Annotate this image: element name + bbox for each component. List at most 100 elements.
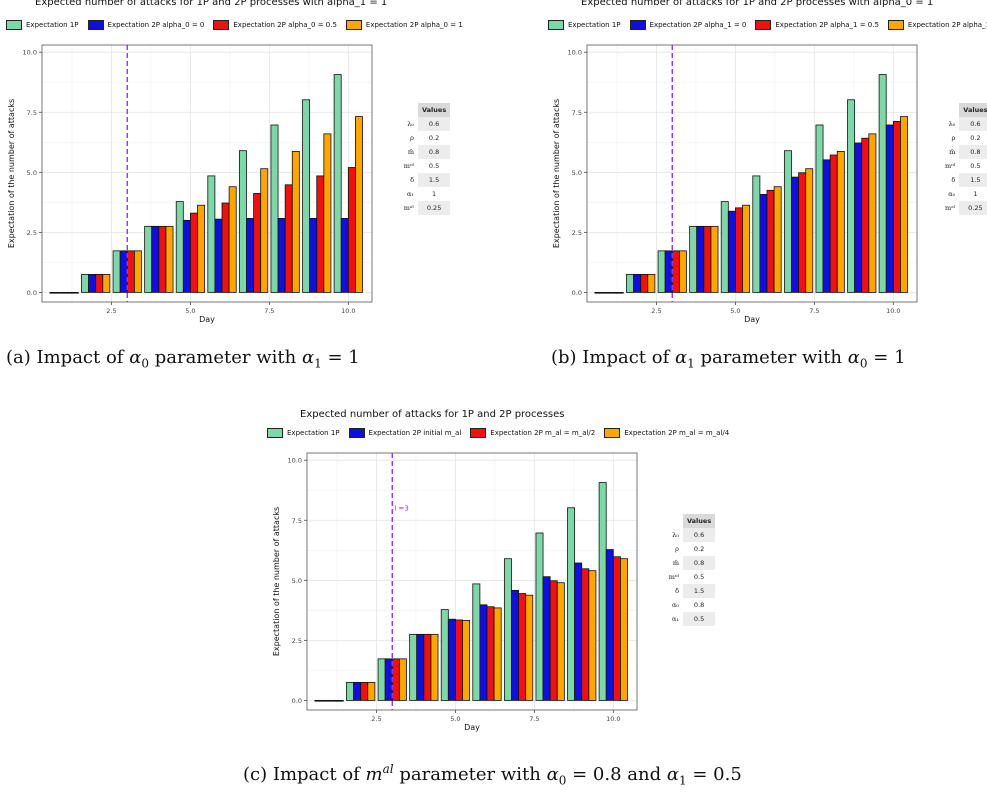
x-tick-label: 5.0	[185, 307, 195, 315]
bar	[868, 133, 877, 293]
bar	[423, 633, 432, 701]
y-tick-label: 2.5	[27, 229, 37, 237]
legend-item: Expectation 2P m_al = m_al/2	[470, 428, 595, 438]
y-axis-label: Expectation of the number of attacks	[552, 99, 561, 248]
bar	[214, 218, 223, 293]
param-symbol: m̄	[949, 148, 956, 156]
param-value: 1.5	[683, 584, 716, 598]
bar	[277, 218, 286, 293]
param-symbol: m̄	[672, 559, 679, 567]
param-value: 0.25	[418, 201, 451, 215]
param-symbol: ρ	[675, 545, 679, 553]
legend-item: Expectation 2P alpha_0 = 0.5	[213, 20, 337, 30]
bar	[892, 120, 901, 293]
bar	[360, 681, 369, 701]
bar	[567, 507, 576, 701]
caption-subscript: 1	[679, 773, 687, 788]
bar	[689, 225, 698, 293]
bar	[615, 291, 624, 294]
y-tick-label: 0.0	[572, 289, 582, 297]
legend-label: Expectation 1P	[26, 21, 79, 29]
param-value: 0.5	[693, 573, 705, 581]
param-value: 0.8	[418, 145, 451, 159]
param-value: 1	[432, 190, 437, 198]
param-symbol: δ	[410, 176, 414, 184]
threshold-label: I =3	[394, 505, 409, 513]
caption-a: (a) Impact of α0 parameter with α1 = 1	[6, 347, 360, 371]
y-tick-label: 5.0	[572, 169, 582, 177]
legend-swatch	[470, 428, 487, 438]
chart-title-c: Expected number of attacks for 1P and 2P…	[300, 409, 565, 420]
x-tick-label: 2.5	[651, 307, 661, 315]
bar	[440, 609, 449, 701]
bar	[727, 210, 736, 293]
param-value: 0.5	[683, 612, 716, 626]
bar	[321, 699, 330, 702]
chart-title-a: Expected number of attacks for 1P and 2P…	[35, 0, 388, 8]
y-tick-label: 7.5	[292, 517, 302, 525]
y-tick-label: 2.5	[292, 637, 302, 645]
y-tick-label: 2.5	[572, 229, 582, 237]
y-tick-label: 0.0	[292, 697, 302, 705]
bar	[246, 218, 254, 293]
x-axis-label: Day	[744, 315, 760, 324]
y-tick-label: 10.0	[23, 49, 37, 57]
legend-label: Expectation 2P alpha_0 = 1	[365, 21, 463, 29]
param-symbol: mᶦᵈ	[668, 573, 679, 581]
bar	[486, 606, 495, 701]
bar	[594, 291, 603, 294]
bar	[63, 291, 72, 294]
caption-text: (c) Impact of	[243, 764, 366, 785]
y-tick-label: 5.0	[292, 577, 302, 585]
caption-text: parameter with	[393, 764, 547, 785]
param-value: 0.2	[970, 134, 981, 142]
bar	[409, 633, 418, 701]
bar	[822, 159, 831, 293]
bar	[556, 582, 565, 701]
bar	[511, 589, 519, 701]
bar	[525, 594, 534, 701]
bar	[549, 580, 558, 701]
param-symbol: δ	[951, 176, 956, 184]
bar	[102, 273, 111, 293]
caption-text: = 1	[321, 347, 360, 368]
bar	[671, 250, 680, 293]
bar	[798, 172, 807, 293]
param-symbol: ρ	[951, 134, 956, 142]
param-symbol: α₀	[948, 190, 956, 198]
legend-a: Expectation 1P Expectation 2P alpha_0 = …	[6, 20, 463, 30]
bar	[347, 167, 356, 293]
legend-item: Expectation 2P alpha_0 = 0	[87, 20, 204, 30]
caption-text: = 1	[867, 347, 906, 368]
param-value: 0.8	[693, 601, 705, 609]
bar	[119, 250, 128, 293]
param-value: 1.5	[959, 173, 987, 187]
y-axis-label: Expectation of the number of attacks	[272, 507, 281, 656]
legend-item: Expectation 2P alpha_1 = 0.5	[755, 20, 879, 30]
bar-chart-a: 0.0 2.5 5.0 7.5 10.0 2.5 5.0 7.5 10.0 Day Expectat…	[7, 44, 373, 324]
x-tick-label: 2.5	[106, 307, 116, 315]
legend-label: Expectation 1P	[568, 21, 621, 29]
bar	[479, 604, 488, 701]
chart-title-b: Expected number of attacks for 1P and 2P…	[581, 0, 934, 8]
caption-symbol: α	[301, 347, 315, 368]
bar	[462, 620, 471, 701]
bar	[95, 273, 104, 293]
bar	[861, 137, 870, 293]
x-tick-label: 7.5	[264, 307, 274, 315]
bar	[657, 250, 666, 293]
bar	[346, 681, 354, 701]
param-value: 0.6	[959, 117, 987, 131]
bar	[472, 583, 481, 701]
params-header: Values	[959, 103, 987, 117]
bar	[323, 133, 332, 293]
legend-swatch	[348, 428, 365, 438]
bar	[626, 273, 634, 293]
legend-label: Expectation 2P m_al = m_al/4	[624, 429, 730, 437]
bar	[493, 607, 502, 701]
y-tick-label: 7.5	[572, 109, 582, 117]
legend-swatch	[887, 20, 904, 30]
bar	[759, 193, 768, 293]
legend-item: Expectation 1P	[6, 20, 79, 30]
legend-swatch	[604, 428, 621, 438]
